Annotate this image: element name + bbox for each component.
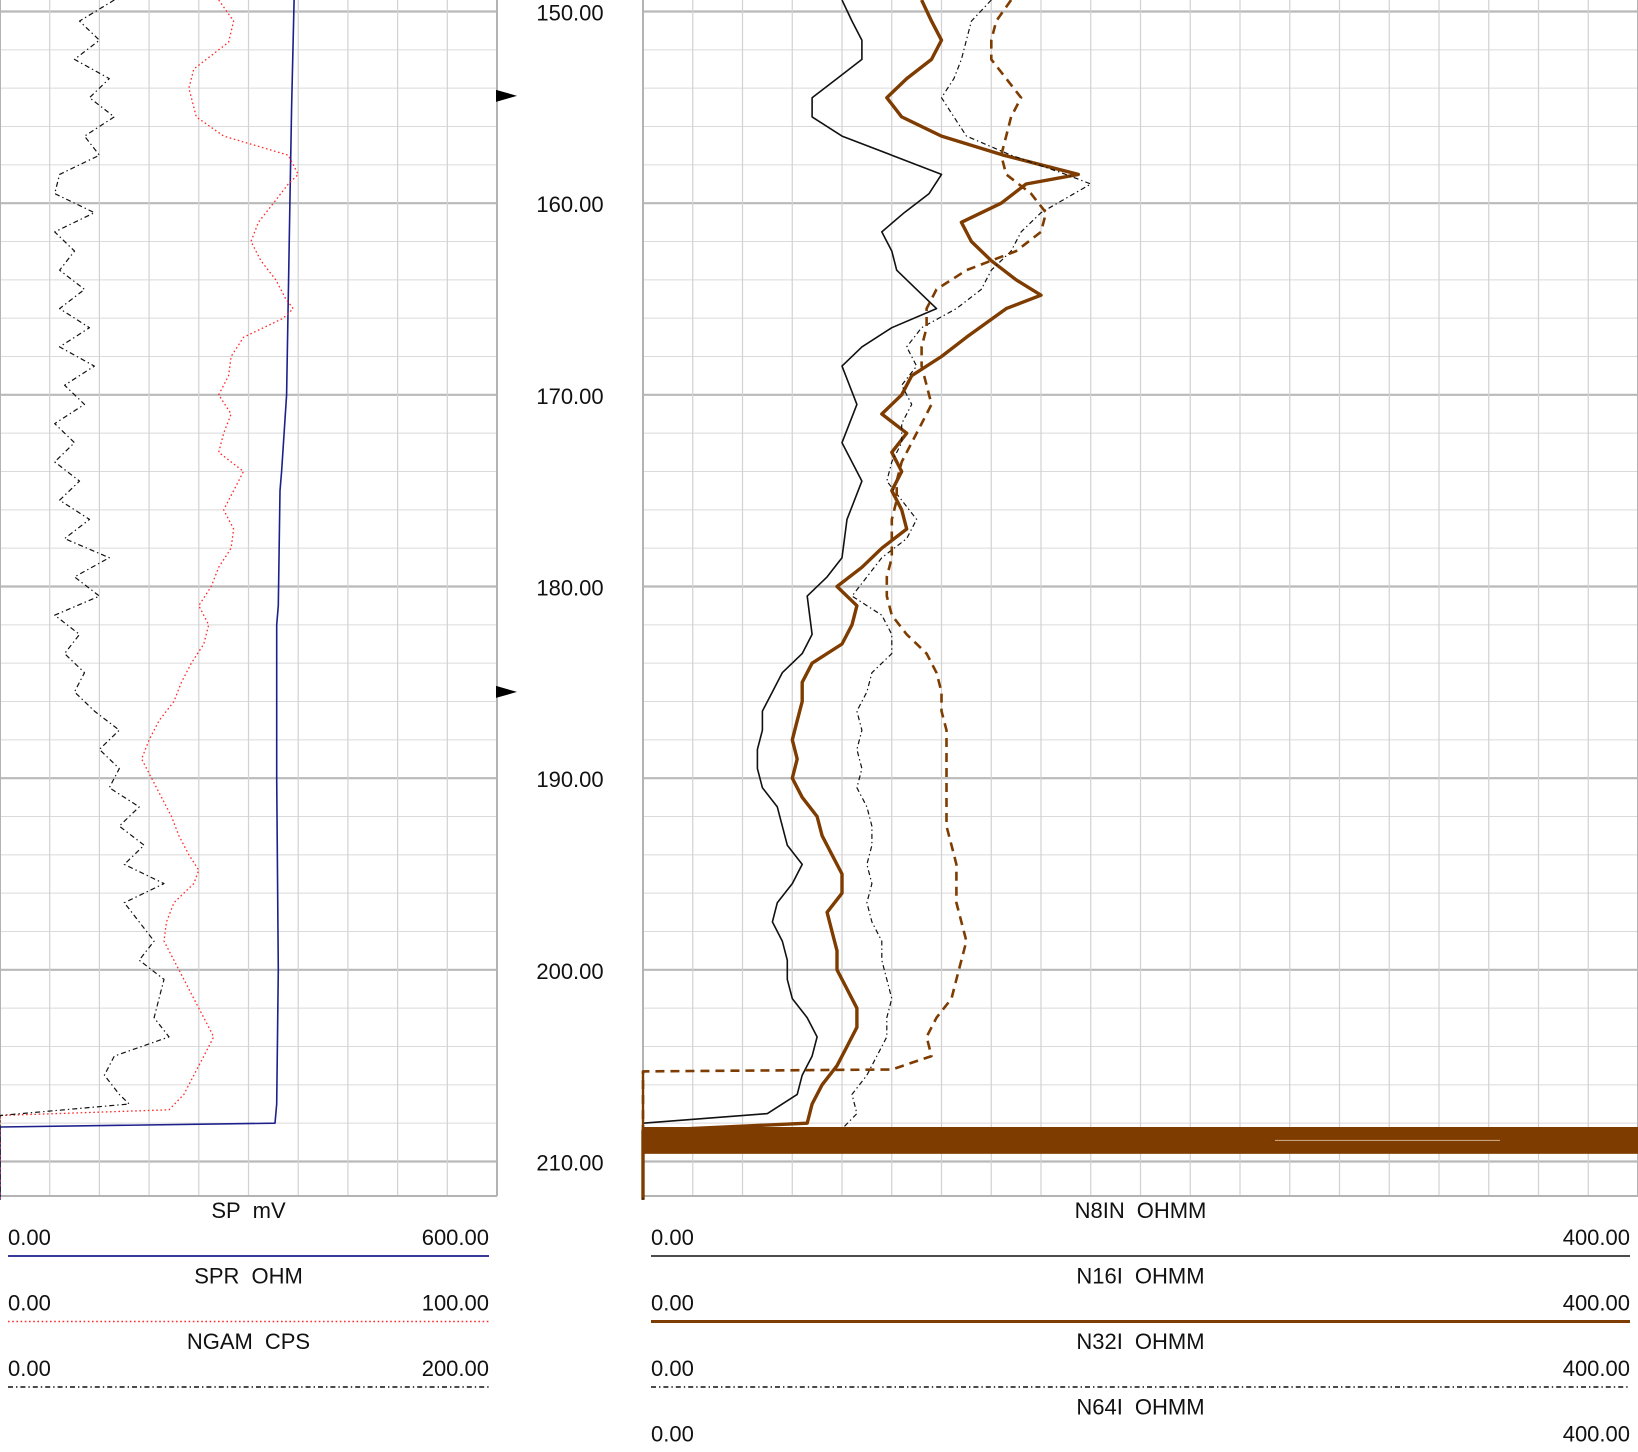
right-track-grid — [642, 0, 1638, 1197]
left-legend-curve-name: SPR — [194, 1264, 239, 1289]
left-legend-curve-name: SP — [211, 1198, 240, 1223]
left-legend-scale-min: 0.00 — [8, 1356, 51, 1381]
left-legend-scale-max: 100.00 — [422, 1291, 489, 1316]
depth-marker-arrow — [496, 89, 517, 102]
left-legend-curve-name: NGAM — [187, 1329, 253, 1354]
right-legend-curve-unit: OHMM — [1135, 1395, 1205, 1420]
left-ngam-curve — [0, 0, 170, 1200]
left-track-curves — [0, 0, 299, 1200]
right-n32i-curve — [642, 0, 1092, 1200]
right-legend-scale-min: 0.00 — [651, 1291, 694, 1316]
left-spr-curve — [0, 0, 299, 1200]
right-legend-scale-min: 0.00 — [651, 1225, 694, 1250]
depth-tick-label: 200.00 — [536, 959, 603, 984]
right-legend-title: N16I OHMM — [1076, 1264, 1204, 1289]
depth-markers — [496, 89, 517, 698]
depth-tick-label: 160.00 — [536, 192, 603, 217]
right-track-curves — [641, 0, 1092, 1200]
left-legend-scale-max: 600.00 — [422, 1225, 489, 1250]
right-n16i-curve — [641, 0, 1081, 1200]
right-track-bottom-block — [641, 1071, 1638, 1196]
depth-tick-label: 150.00 — [536, 1, 603, 26]
left-legend-scale-max: 200.00 — [422, 1356, 489, 1381]
right-track-legend: N8IN OHMM 0.00 400.00 N16I OHMM 0.00 400.00 N32I… — [651, 1198, 1630, 1447]
right-n64i-curve — [641, 0, 1048, 1200]
right-legend-curve-name: N64I — [1076, 1395, 1122, 1420]
right-legend-curve-name: N16I — [1076, 1264, 1122, 1289]
left-track-grid — [0, 0, 498, 1197]
depth-tick-label: 180.00 — [536, 576, 603, 601]
depth-tick-label: 170.00 — [536, 384, 603, 409]
depth-marker-arrow — [496, 685, 517, 698]
right-legend-title: N64I OHMM — [1076, 1395, 1204, 1420]
right-legend-scale-max: 400.00 — [1563, 1356, 1630, 1381]
left-legend-title: NGAM CPS — [187, 1329, 310, 1354]
depth-axis: 150.00 160.00 170.00 180.00 190.00 200.00 210.… — [536, 1, 603, 1176]
right-legend-curve-unit: OHMM — [1135, 1264, 1205, 1289]
left-legend-scale-min: 0.00 — [8, 1225, 51, 1250]
left-legend-curve-unit: CPS — [265, 1329, 310, 1354]
depth-tick-label: 190.00 — [536, 767, 603, 792]
depth-tick-label: 210.00 — [536, 1151, 603, 1176]
left-legend-curve-unit: OHM — [251, 1264, 302, 1289]
left-sp-curve — [0, 0, 295, 1200]
right-n8in-curve — [642, 0, 943, 1200]
right-legend-curve-unit: OHMM — [1137, 1198, 1207, 1223]
right-legend-curve-name: N8IN — [1075, 1198, 1125, 1223]
right-legend-scale-max: 400.00 — [1563, 1225, 1630, 1250]
right-legend-title: N32I OHMM — [1076, 1329, 1204, 1354]
left-track-legend: SP mV 0.00 600.00 SPR OHM 0.00 100.00 NGAM CPS 0.0… — [8, 1198, 489, 1388]
right-legend-scale-max: 400.00 — [1563, 1291, 1630, 1316]
left-legend-curve-unit: mV — [253, 1198, 286, 1223]
right-legend-curve-unit: OHMM — [1135, 1329, 1205, 1354]
left-legend-title: SP mV — [211, 1198, 286, 1223]
right-legend-scale-min: 0.00 — [651, 1422, 694, 1447]
right-legend-curve-name: N32I — [1076, 1329, 1122, 1354]
right-legend-scale-min: 0.00 — [651, 1356, 694, 1381]
right-legend-scale-max: 400.00 — [1563, 1422, 1630, 1447]
left-legend-title: SPR OHM — [194, 1264, 303, 1289]
left-legend-scale-min: 0.00 — [8, 1291, 51, 1316]
right-legend-title: N8IN OHMM — [1075, 1198, 1207, 1223]
